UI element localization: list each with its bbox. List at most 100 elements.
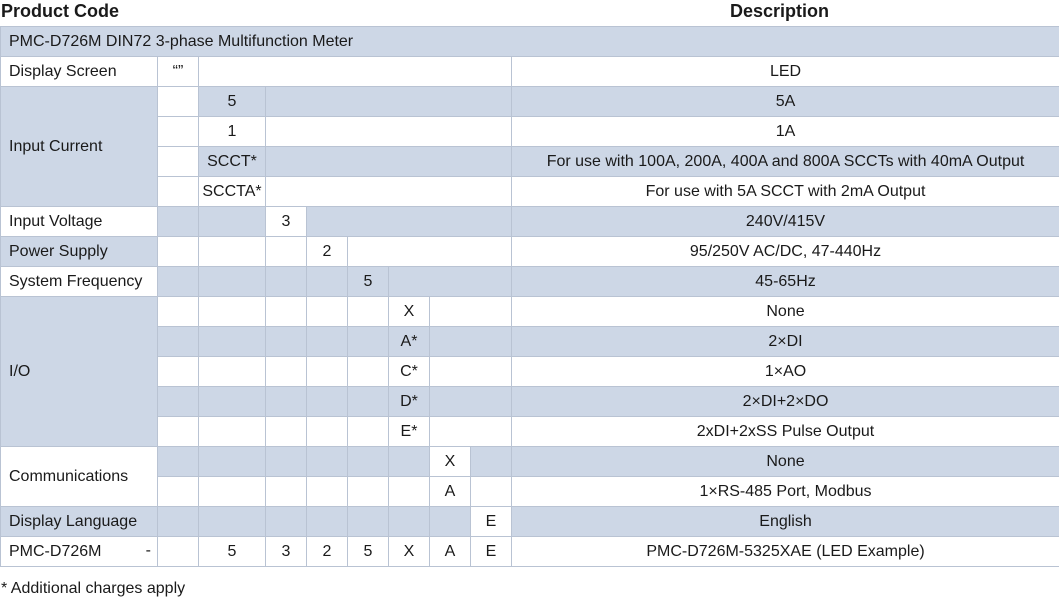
example-model: PMC-D726M bbox=[9, 543, 101, 560]
empty-cell bbox=[266, 447, 307, 477]
code-comm-x: X bbox=[430, 447, 471, 477]
empty-cell bbox=[158, 87, 199, 117]
empty-cell bbox=[266, 267, 307, 297]
empty-cell bbox=[199, 447, 266, 477]
example-code-voltage: 3 bbox=[266, 537, 307, 567]
table-row: I/O X None bbox=[1, 297, 1059, 327]
desc-current-scct: For use with 100A, 200A, 400A and 800A S… bbox=[512, 147, 1059, 177]
desc-voltage-3: 240V/415V bbox=[512, 207, 1059, 237]
group-label-display-language: Display Language bbox=[1, 507, 158, 537]
empty-cell bbox=[199, 357, 266, 387]
code-io-d: D* bbox=[389, 387, 430, 417]
empty-cell bbox=[199, 267, 266, 297]
empty-cell bbox=[199, 237, 266, 267]
empty-cell bbox=[158, 357, 199, 387]
table-row: Input Voltage 3 240V/415V bbox=[1, 207, 1059, 237]
group-label-io: I/O bbox=[1, 297, 158, 447]
desc-io-c: 1×AO bbox=[512, 357, 1059, 387]
code-display-screen: “” bbox=[158, 57, 199, 87]
empty-cell bbox=[158, 117, 199, 147]
desc-lang-e: English bbox=[512, 507, 1059, 537]
empty-cell bbox=[348, 387, 389, 417]
code-current-sccta: SCCTA* bbox=[199, 177, 266, 207]
desc-display-screen: LED bbox=[512, 57, 1059, 87]
empty-cell bbox=[158, 147, 199, 177]
group-label-input-voltage: Input Voltage bbox=[1, 207, 158, 237]
empty-cell bbox=[307, 267, 348, 297]
code-current-scct: SCCT* bbox=[199, 147, 266, 177]
empty-cell bbox=[266, 177, 512, 207]
group-label-input-current: Input Current bbox=[1, 87, 158, 207]
empty-cell bbox=[266, 87, 512, 117]
empty-cell bbox=[307, 507, 348, 537]
table-row: Power Supply 2 95/250V AC/DC, 47-440Hz bbox=[1, 237, 1059, 267]
code-voltage-3: 3 bbox=[266, 207, 307, 237]
empty-cell bbox=[158, 297, 199, 327]
empty-cell bbox=[199, 477, 266, 507]
example-code-frequency: 5 bbox=[348, 537, 389, 567]
desc-comm-a: 1×RS-485 Port, Modbus bbox=[512, 477, 1059, 507]
empty-cell bbox=[199, 207, 266, 237]
code-io-c: C* bbox=[389, 357, 430, 387]
code-current-5: 5 bbox=[199, 87, 266, 117]
title-row: PMC-D726M DIN72 3-phase Multifunction Me… bbox=[1, 27, 1059, 57]
group-label-communications: Communications bbox=[1, 447, 158, 507]
empty-cell bbox=[348, 477, 389, 507]
empty-cell bbox=[348, 327, 389, 357]
empty-cell bbox=[199, 327, 266, 357]
empty-cell bbox=[307, 297, 348, 327]
empty-cell bbox=[430, 507, 471, 537]
empty-cell bbox=[266, 507, 307, 537]
table-row: PMC-D726M DIN72 3-phase Multifunction Me… bbox=[1, 27, 1059, 57]
table-row: SCCTA* For use with 5A SCCT with 2mA Out… bbox=[1, 177, 1059, 207]
empty-cell bbox=[266, 387, 307, 417]
example-code-current: 5 bbox=[199, 537, 266, 567]
empty-cell bbox=[158, 417, 199, 447]
empty-cell bbox=[266, 237, 307, 267]
table-row: Input Current 5 5A bbox=[1, 87, 1059, 117]
code-io-x: X bbox=[389, 297, 430, 327]
code-io-a: A* bbox=[389, 327, 430, 357]
desc-current-1: 1A bbox=[512, 117, 1059, 147]
table-row: Display Language E English bbox=[1, 507, 1059, 537]
empty-cell bbox=[389, 447, 430, 477]
empty-cell bbox=[158, 447, 199, 477]
table-row: SCCT* For use with 100A, 200A, 400A and … bbox=[1, 147, 1059, 177]
empty-cell bbox=[158, 237, 199, 267]
empty-cell bbox=[307, 207, 512, 237]
table-row: Communications X None bbox=[1, 447, 1059, 477]
desc-io-d: 2×DI+2×DO bbox=[512, 387, 1059, 417]
footnote: * Additional charges apply bbox=[1, 578, 185, 600]
empty-cell bbox=[307, 387, 348, 417]
code-io-e: E* bbox=[389, 417, 430, 447]
group-label-display-screen: Display Screen bbox=[1, 57, 158, 87]
group-label-system-frequency: System Frequency bbox=[1, 267, 158, 297]
table-row: A 1×RS-485 Port, Modbus bbox=[1, 477, 1059, 507]
example-dash: - bbox=[146, 542, 151, 560]
empty-cell bbox=[430, 357, 512, 387]
empty-cell bbox=[158, 267, 199, 297]
desc-current-5: 5A bbox=[512, 87, 1059, 117]
empty-cell bbox=[307, 417, 348, 447]
empty-cell bbox=[158, 507, 199, 537]
ordering-table: PMC-D726M DIN72 3-phase Multifunction Me… bbox=[0, 26, 1059, 567]
code-current-1: 1 bbox=[199, 117, 266, 147]
empty-cell bbox=[307, 477, 348, 507]
desc-comm-x: None bbox=[512, 447, 1059, 477]
desc-io-x: None bbox=[512, 297, 1059, 327]
code-lang-e: E bbox=[471, 507, 512, 537]
example-model-cell: PMC-D726M - bbox=[1, 537, 158, 567]
empty-cell bbox=[307, 447, 348, 477]
table-row: E* 2xDI+2xSS Pulse Output bbox=[1, 417, 1059, 447]
empty-cell bbox=[430, 327, 512, 357]
code-power-2: 2 bbox=[307, 237, 348, 267]
header-product-code: Product Code bbox=[1, 0, 119, 22]
header-description: Description bbox=[730, 0, 829, 22]
empty-cell bbox=[266, 297, 307, 327]
empty-cell bbox=[266, 357, 307, 387]
empty-cell bbox=[348, 507, 389, 537]
table-row: Display Screen “” LED bbox=[1, 57, 1059, 87]
empty-cell bbox=[430, 387, 512, 417]
empty-cell bbox=[348, 417, 389, 447]
example-code-language: E bbox=[471, 537, 512, 567]
